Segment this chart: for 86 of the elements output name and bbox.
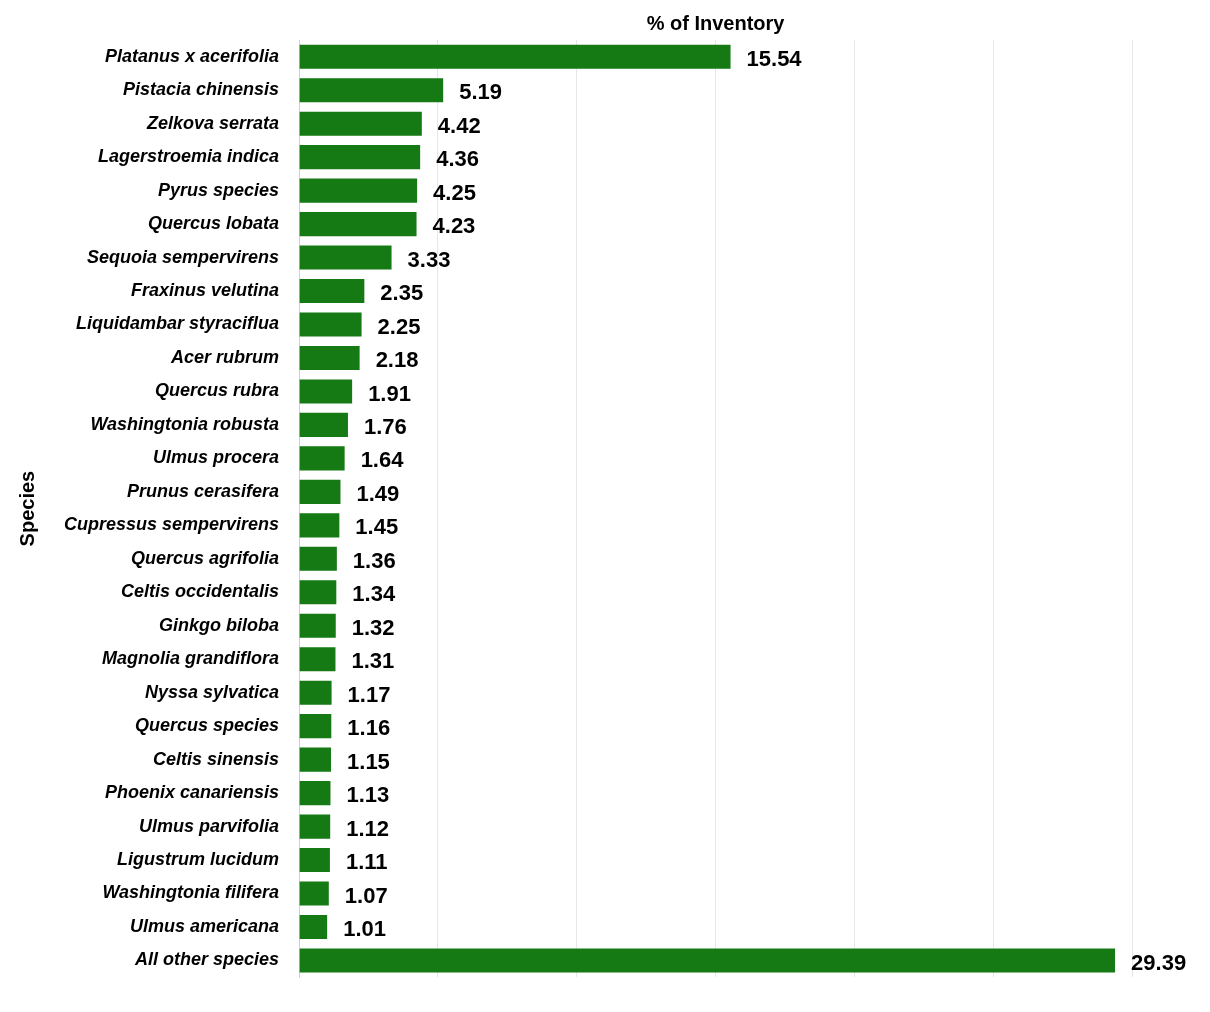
bar xyxy=(299,78,444,103)
bar xyxy=(299,312,362,337)
bar xyxy=(299,881,329,906)
data-label: 1.15 xyxy=(347,748,390,774)
y-tick-label: Pyrus species xyxy=(158,179,280,200)
bar xyxy=(299,212,417,237)
y-tick-label: Ulmus americana xyxy=(130,915,280,936)
y-tick-label: Cupressus sempervirens xyxy=(63,514,280,535)
y-tick-label: Celtis sinensis xyxy=(153,748,280,769)
data-label: 3.33 xyxy=(407,246,451,272)
y-tick-label: Quercus agrifolia xyxy=(131,547,280,568)
bar xyxy=(299,781,331,806)
data-label: 1.45 xyxy=(355,514,399,540)
data-label: 1.91 xyxy=(368,380,411,406)
data-label: 1.34 xyxy=(352,581,396,607)
y-tick-label: Quercus species xyxy=(135,715,280,736)
bar xyxy=(299,546,337,571)
bar xyxy=(299,714,332,739)
data-label: 1.17 xyxy=(347,681,391,707)
bar xyxy=(299,145,421,170)
data-label: 1.01 xyxy=(343,916,386,942)
y-tick-label: Sequoia sempervirens xyxy=(87,246,280,267)
data-label: 2.18 xyxy=(375,347,419,373)
y-axis-title: Species xyxy=(15,470,38,547)
y-tick-label: Prunus cerasifera xyxy=(127,480,280,501)
y-tick-label: Washingtonia robusta xyxy=(90,413,280,434)
data-label: 1.11 xyxy=(345,849,388,875)
y-tick-label: All other species xyxy=(134,949,280,970)
bar xyxy=(299,580,337,605)
bar xyxy=(299,345,360,371)
data-label: 2.35 xyxy=(380,280,424,306)
y-tick-label: Fraxinus velutina xyxy=(131,280,280,300)
bar xyxy=(299,747,332,772)
bar xyxy=(299,111,422,136)
y-tick-label: Celtis occidentalis xyxy=(121,581,280,602)
y-tick-label: Pistacia chinensis xyxy=(123,79,280,100)
bar xyxy=(299,513,340,538)
bar xyxy=(299,44,731,69)
data-label: 1.64 xyxy=(360,447,405,473)
bar xyxy=(299,446,345,471)
data-label: 4.23 xyxy=(432,213,476,239)
bar xyxy=(299,479,341,504)
y-tick-label: Phoenix canariensis xyxy=(105,782,280,803)
data-label: 15.54 xyxy=(746,45,803,71)
bar xyxy=(299,412,348,437)
bar xyxy=(299,680,332,705)
data-label: 1.36 xyxy=(352,547,396,573)
bar xyxy=(299,848,330,873)
y-tick-label: Quercus rubra xyxy=(155,380,280,401)
data-label: 1.32 xyxy=(351,614,395,640)
data-label: 2.25 xyxy=(377,313,421,339)
data-label: 5.19 xyxy=(459,79,503,105)
bar xyxy=(299,613,336,638)
data-label: 4.25 xyxy=(433,179,476,205)
bar xyxy=(299,814,331,839)
data-label: 4.36 xyxy=(436,146,479,172)
bar xyxy=(299,647,336,672)
bar xyxy=(299,245,392,270)
y-tick-label: Platanus x acerifolia xyxy=(105,45,280,66)
data-label: 29.39 xyxy=(1131,949,1187,975)
bar xyxy=(299,278,365,304)
y-tick-label: Zelkova serrata xyxy=(146,112,280,133)
data-label: 1.12 xyxy=(346,815,390,841)
data-label: 1.07 xyxy=(344,882,388,908)
data-label: 1.31 xyxy=(351,648,395,674)
y-tick-label: Lagerstroemia indica xyxy=(98,146,280,167)
y-tick-label: Ulmus parvifolia xyxy=(139,815,280,836)
y-tick-label: Acer rubrum xyxy=(170,346,280,367)
y-tick-label: Quercus lobata xyxy=(148,213,280,234)
data-label: 1.49 xyxy=(356,480,400,506)
bar xyxy=(299,948,1116,973)
y-tick-label: Ginkgo biloba xyxy=(159,614,280,635)
data-label: 1.13 xyxy=(346,782,390,808)
bar xyxy=(299,379,353,404)
data-label: 4.42 xyxy=(437,112,481,138)
y-tick-label: Ligustrum lucidum xyxy=(117,849,280,870)
y-tick-label: Liquidambar styraciflua xyxy=(76,313,280,334)
y-tick-label: Nyssa sylvatica xyxy=(144,681,280,702)
bar xyxy=(299,914,328,940)
x-axis-title: % of Inventory xyxy=(646,11,786,34)
y-tick-label: Magnolia grandiflora xyxy=(102,648,280,669)
data-label: 1.76 xyxy=(363,413,407,439)
bar xyxy=(299,178,418,203)
data-label: 1.16 xyxy=(347,715,391,741)
y-tick-label: Washingtonia filifera xyxy=(102,882,280,903)
y-tick-label: Ulmus procera xyxy=(153,447,280,468)
